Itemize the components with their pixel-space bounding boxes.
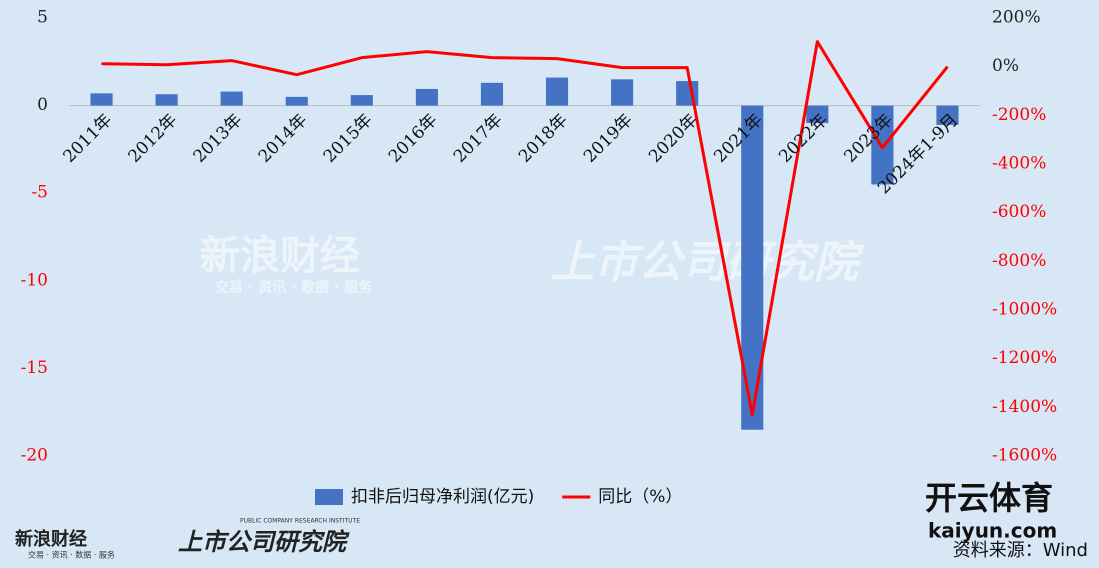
bar: [741, 105, 764, 430]
y2-tick-label: -600%: [992, 202, 1046, 222]
bar: [350, 95, 373, 106]
x-tick-label: 2020年: [645, 110, 702, 167]
x-tick-label: 2014年: [255, 110, 312, 167]
bar: [480, 82, 504, 106]
y-tick-label: -15: [21, 358, 48, 378]
y2-tick-label: -1200%: [992, 348, 1057, 368]
line: [101, 40, 949, 417]
y2-tick-label: -1600%: [992, 446, 1057, 466]
x-tick-label: 2011年: [59, 110, 116, 167]
logo: 交易 · 资讯 · 数据 · 服务: [28, 550, 115, 560]
logo: 上市公司研究院: [178, 528, 350, 556]
logo: 新浪财经: [15, 528, 87, 550]
y2-tick-label: -400%: [992, 154, 1046, 174]
bar: [415, 88, 438, 106]
logo: kaiyun.com: [928, 519, 1057, 543]
y-tick-label: -5: [31, 183, 48, 203]
watermark: 新浪财经: [200, 233, 360, 279]
bar: [220, 91, 243, 106]
y2-tick-label: -200%: [992, 105, 1046, 125]
x-tick-label: 2019年: [580, 110, 637, 167]
y2-tick-label: 200%: [992, 8, 1041, 28]
logo: PUBLIC COMPANY RESEARCH INSTITUTE: [240, 518, 360, 525]
y-tick-label: 5: [37, 8, 48, 28]
bar: [90, 93, 113, 106]
y-tick-label: -10: [21, 270, 48, 290]
x-tick-label: 2013年: [190, 110, 247, 167]
x-tick-label: 2018年: [515, 110, 572, 167]
y2-tick-label: -800%: [992, 251, 1046, 271]
y-tick-label: 0: [37, 95, 48, 115]
bar: [285, 96, 308, 106]
bar: [155, 94, 178, 106]
legend-swatch: [315, 489, 343, 505]
legend-label: 同比（%）: [598, 487, 682, 507]
source: 资料来源：Wind: [953, 540, 1088, 561]
legend-label: 扣非后归母净利润(亿元): [351, 487, 534, 507]
y2-tick-label: 0%: [992, 56, 1019, 76]
bar: [545, 77, 569, 106]
bar: [611, 79, 634, 106]
bar: [936, 105, 959, 125]
x-tick-label: 2015年: [320, 110, 377, 167]
x-tick-label: 2017年: [450, 110, 507, 167]
y-tick-label: -20: [21, 446, 48, 466]
watermark: 上市公司研究院: [550, 237, 865, 288]
x-tick-label: 2016年: [385, 110, 442, 167]
bar: [806, 105, 829, 124]
y2-tick-label: -1400%: [992, 397, 1057, 417]
watermark: 交易 · 资讯 · 数据 · 服务: [215, 279, 373, 296]
logo: 开云体育: [925, 479, 1053, 517]
x-tick-label: 2012年: [125, 110, 182, 167]
y2-tick-label: -1000%: [992, 300, 1057, 320]
